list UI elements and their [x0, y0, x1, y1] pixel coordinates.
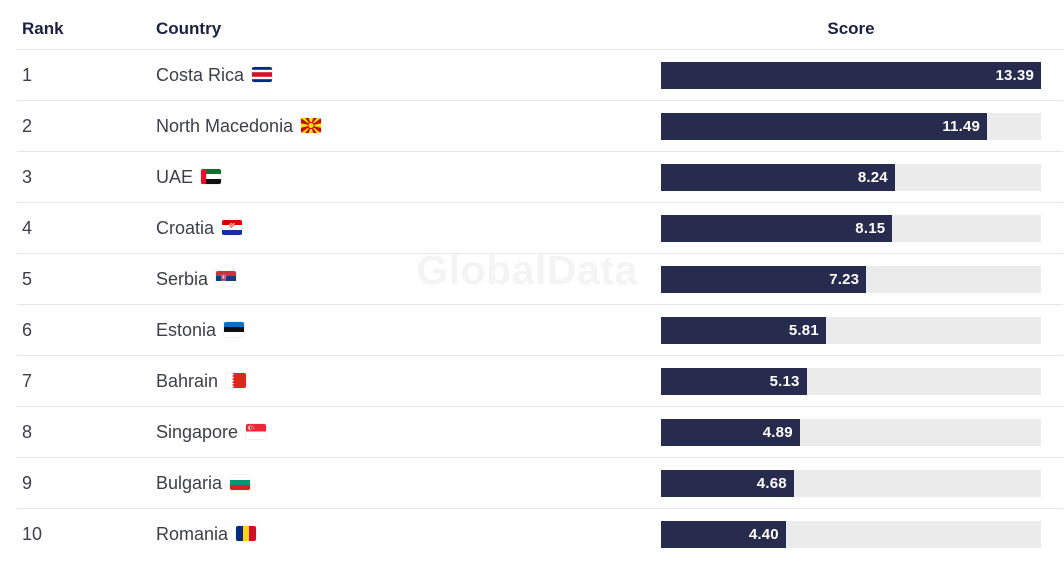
score-bar-track: 5.81	[661, 316, 1041, 344]
score-bar: 8.15	[661, 214, 893, 242]
table-row: 7 Bahrain 5.13	[17, 356, 1063, 407]
rank-value: 6	[22, 319, 33, 340]
table-row: 1 Costa Rica 13.39	[17, 50, 1063, 101]
serbia-flag-icon	[216, 270, 237, 286]
score-value: 4.89	[762, 423, 793, 441]
table-row: 9 Bulgaria 4.68	[17, 458, 1063, 509]
singapore-flag-icon	[246, 423, 267, 439]
score-bar: 4.89	[661, 418, 800, 446]
score-bar-track: 13.39	[661, 61, 1041, 89]
table-header-row: Rank Country Score	[17, 0, 1063, 50]
country-cell: Croatia	[156, 218, 661, 239]
score-bar: 4.40	[661, 521, 786, 548]
country-name: UAE	[156, 166, 194, 187]
country-name: Estonia	[156, 319, 217, 340]
score-cell: 5.81	[661, 316, 1063, 344]
score-cell: 4.68	[661, 469, 1063, 497]
country-name: Croatia	[156, 217, 215, 238]
score-bar: 7.23	[661, 265, 867, 293]
country-cell: UAE	[156, 167, 661, 188]
country-cell: Serbia	[156, 269, 661, 290]
country-name: Romania	[156, 524, 229, 544]
rank-value: 10	[22, 524, 43, 544]
country-cell: Costa Rica	[156, 65, 661, 86]
score-bar: 5.13	[661, 367, 807, 395]
score-value: 8.24	[857, 168, 888, 186]
rank-value: 3	[22, 166, 33, 187]
score-bar-track: 7.23	[661, 265, 1041, 293]
costa-rica-flag-icon	[252, 66, 273, 82]
score-bar-track: 8.15	[661, 214, 1041, 242]
score-value: 7.23	[829, 270, 860, 288]
country-cell: Bulgaria	[156, 473, 661, 494]
score-bar: 11.49	[661, 112, 988, 140]
rank-value: 8	[22, 421, 33, 442]
croatia-flag-icon	[222, 219, 243, 235]
score-bar: 5.81	[661, 316, 826, 344]
score-bar-track: 8.24	[661, 163, 1041, 191]
score-value: 11.49	[942, 117, 981, 135]
rank-value: 5	[22, 268, 33, 289]
country-cell: Bahrain	[156, 371, 661, 392]
score-cell: 11.49	[661, 112, 1063, 140]
score-value: 13.39	[995, 66, 1034, 84]
score-cell: 5.13	[661, 367, 1063, 395]
rank-value: 7	[22, 370, 33, 391]
country-cell: Romania	[156, 524, 661, 545]
score-bar-track: 4.40	[661, 521, 1041, 548]
score-cell: 13.39	[661, 61, 1063, 89]
estonia-flag-icon	[224, 321, 245, 337]
table-row: 4 Croatia 8.15	[17, 203, 1063, 254]
table-row: 3 UAE 8.24	[17, 152, 1063, 203]
rank-value: 9	[22, 472, 33, 493]
score-value: 5.81	[788, 321, 819, 339]
rank-value: 4	[22, 217, 33, 238]
score-bar-track: 4.89	[661, 418, 1041, 446]
romania-flag-icon	[236, 526, 257, 541]
score-cell: 4.40	[661, 521, 1063, 548]
country-score-table: Rank Country Score 1 Costa Rica 13.39 2 …	[17, 0, 1063, 560]
country-name: North Macedonia	[156, 115, 294, 136]
score-cell: 8.15	[661, 214, 1063, 242]
country-name: Singapore	[156, 421, 239, 442]
score-bar: 4.68	[661, 469, 794, 497]
score-bar-track: 4.68	[661, 469, 1041, 497]
country-name: Costa Rica	[156, 64, 245, 85]
score-bar-track: 5.13	[661, 367, 1041, 395]
country-name: Bulgaria	[156, 472, 223, 493]
country-column-header: Country	[156, 18, 222, 38]
bulgaria-flag-icon	[230, 474, 251, 490]
score-value: 4.40	[748, 526, 779, 543]
score-column-header: Score	[827, 18, 875, 38]
score-bar: 13.39	[661, 61, 1041, 89]
score-cell: 8.24	[661, 163, 1063, 191]
table-row: 8 Singapore 4.89	[17, 407, 1063, 458]
country-cell: Estonia	[156, 320, 661, 341]
table-row: 10 Romania 4.40	[17, 509, 1063, 560]
table-row: 2 North Macedonia 11.49	[17, 101, 1063, 152]
north-macedonia-flag-icon	[301, 117, 322, 133]
score-value: 5.13	[769, 372, 800, 390]
score-cell: 7.23	[661, 265, 1063, 293]
country-name: Serbia	[156, 268, 209, 289]
uae-flag-icon	[201, 168, 222, 184]
rank-column-header: Rank	[22, 18, 64, 38]
rank-value: 1	[22, 64, 33, 85]
country-cell: North Macedonia	[156, 116, 661, 137]
score-value: 8.15	[855, 219, 886, 237]
table-row: 6 Estonia 5.81	[17, 305, 1063, 356]
rank-value: 2	[22, 115, 33, 136]
country-name: Bahrain	[156, 370, 219, 391]
table-row: 5 Serbia 7.23	[17, 254, 1063, 305]
score-cell: 4.89	[661, 418, 1063, 446]
score-value: 4.68	[756, 474, 787, 492]
bahrain-flag-icon	[226, 372, 247, 388]
globaldata-watermark: GlobalData	[416, 247, 638, 293]
country-cell: Singapore	[156, 422, 661, 443]
score-bar: 8.24	[661, 163, 895, 191]
score-bar-track: 11.49	[661, 112, 1041, 140]
table-body: 1 Costa Rica 13.39 2 North Macedonia 11.…	[17, 50, 1063, 560]
